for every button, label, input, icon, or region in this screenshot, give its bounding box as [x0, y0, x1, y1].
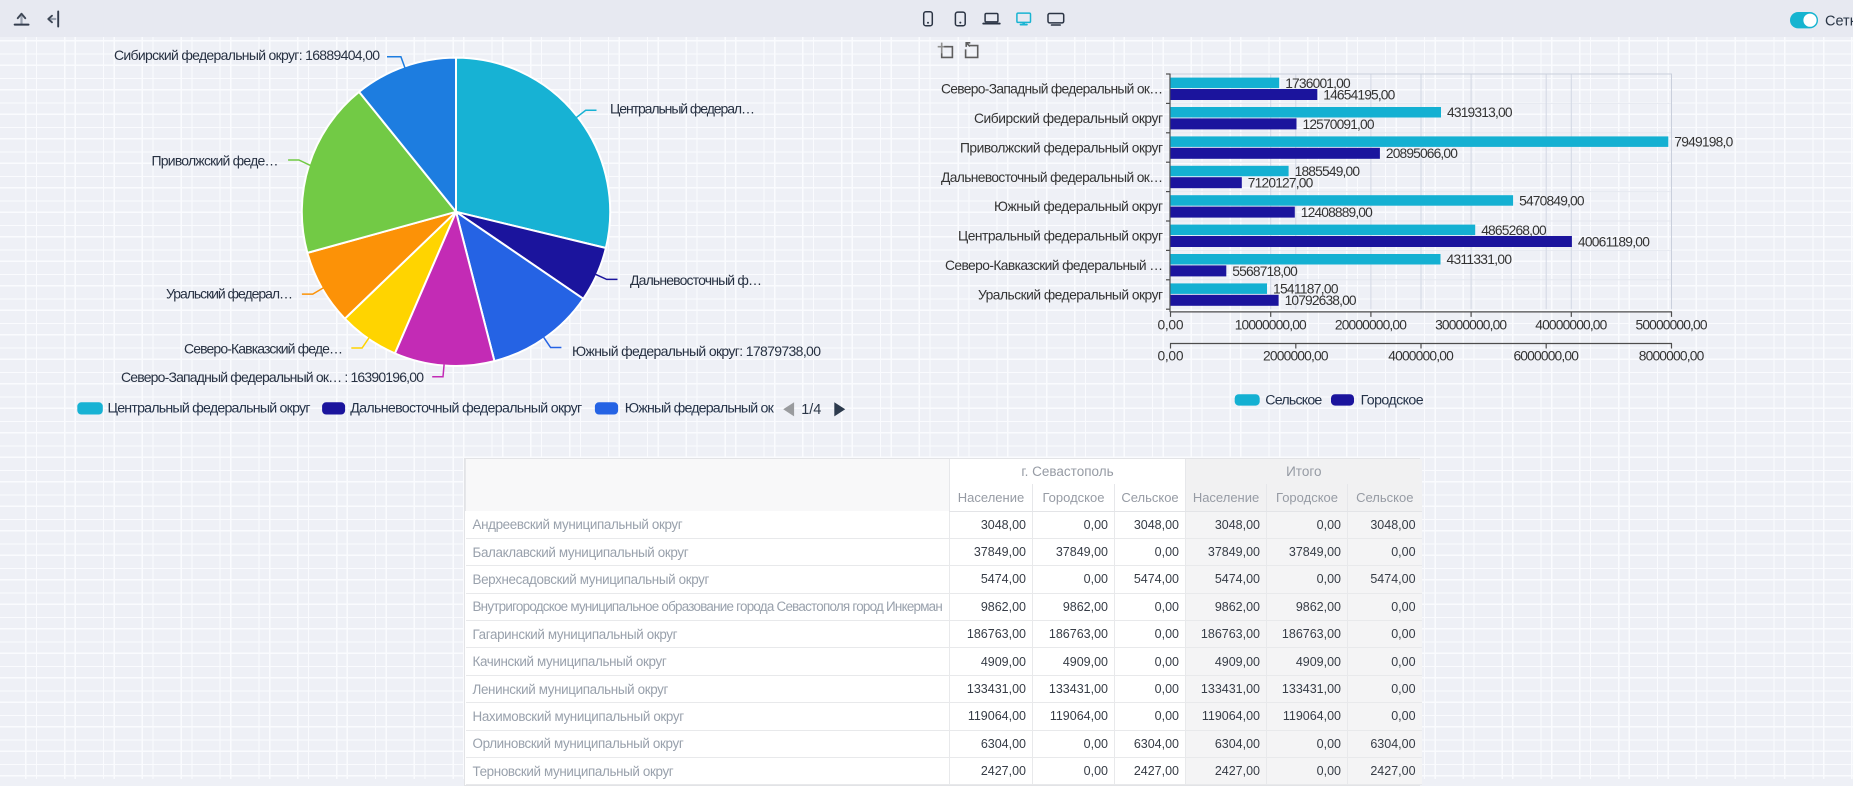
svg-text:Дальневосточный ф…: Дальневосточный ф… — [630, 272, 762, 288]
svg-text:Уральский федеральный округ: Уральский федеральный округ — [978, 287, 1163, 302]
svg-text:Центральный федерал…: Центральный федерал… — [610, 101, 755, 117]
svg-text:2000000,00: 2000000,00 — [1263, 349, 1329, 364]
svg-text:6000000,00: 6000000,00 — [1513, 349, 1579, 364]
svg-text:Приволжский федеральный округ: Приволжский федеральный округ — [960, 140, 1163, 155]
svg-text:Сибирский федеральный округ: Сибирский федеральный округ — [974, 111, 1163, 126]
svg-text:14654195,00: 14654195,00 — [1323, 87, 1395, 102]
svg-text:4311331,00: 4311331,00 — [1447, 252, 1513, 267]
svg-text:8000000,00: 8000000,00 — [1639, 349, 1705, 364]
svg-text:10000000,00: 10000000,00 — [1235, 318, 1307, 333]
svg-text:40061189,00: 40061189,00 — [1578, 234, 1650, 249]
svg-text:Центральный федеральный округ: Центральный федеральный округ — [108, 401, 311, 417]
svg-text:Уральский федерал…: Уральский федерал… — [166, 286, 293, 302]
svg-text:4865268,00: 4865268,00 — [1481, 223, 1547, 238]
svg-text:Северо-Кавказский феде…: Северо-Кавказский феде… — [184, 341, 343, 357]
svg-text:Сибирский федеральный округ: 1: Сибирский федеральный округ: 16889404,00 — [114, 47, 380, 63]
svg-text:Дальневосточный федеральный ок: Дальневосточный федеральный ок… — [941, 170, 1163, 185]
svg-text:20000000,00: 20000000,00 — [1335, 318, 1407, 333]
svg-text:Приволжский феде…: Приволжский феде… — [152, 152, 279, 168]
svg-text:Сетка: Сетка — [1825, 13, 1853, 29]
svg-text:5470849,00: 5470849,00 — [1519, 193, 1585, 208]
svg-text:1/4: 1/4 — [801, 402, 821, 418]
svg-text:1736001,00: 1736001,00 — [1285, 76, 1351, 91]
svg-text:12408889,00: 12408889,00 — [1301, 205, 1373, 220]
svg-text:Южный федеральный округ: 17879: Южный федеральный округ: 17879738,00 — [572, 343, 821, 359]
svg-text:Северо-Западный федеральный ок: Северо-Западный федеральный ок… : 163901… — [121, 369, 424, 385]
svg-text:Городское: Городское — [1361, 393, 1424, 409]
svg-text:Дальневосточный федеральный ок: Дальневосточный федеральный округ — [350, 401, 582, 417]
svg-text:10792638,00: 10792638,00 — [1285, 293, 1357, 308]
svg-text:0,00: 0,00 — [1158, 349, 1184, 364]
svg-text:30000000,00: 30000000,00 — [1435, 318, 1507, 333]
svg-text:1541187,00: 1541187,00 — [1273, 282, 1339, 297]
svg-text:4000000,00: 4000000,00 — [1388, 349, 1454, 364]
svg-text:Сельское: Сельское — [1265, 393, 1322, 409]
svg-text:4319313,00: 4319313,00 — [1447, 105, 1513, 120]
svg-text:Центральный федеральный округ: Центральный федеральный округ — [958, 229, 1163, 244]
svg-text:Северо-Кавказский федеральный: Северо-Кавказский федеральный … — [945, 258, 1163, 273]
svg-text:Южный федеральный ок: Южный федеральный ок — [625, 401, 775, 417]
svg-text:Северо-Западный федеральный ок: Северо-Западный федеральный ок… — [941, 82, 1163, 97]
svg-text:Южный федеральный округ: Южный федеральный округ — [994, 199, 1163, 214]
svg-text:1885549,00: 1885549,00 — [1295, 164, 1361, 179]
svg-text:7120127,00: 7120127,00 — [1248, 176, 1314, 191]
svg-text:5568718,00: 5568718,00 — [1232, 264, 1298, 279]
svg-text:7949198,0: 7949198,0 — [1674, 135, 1733, 150]
svg-text:20895066,00: 20895066,00 — [1386, 146, 1458, 161]
svg-text:0,00: 0,00 — [1158, 318, 1184, 333]
svg-text:12570091,00: 12570091,00 — [1303, 117, 1375, 132]
svg-text:40000000,00: 40000000,00 — [1535, 318, 1607, 333]
svg-text:50000000,00: 50000000,00 — [1636, 318, 1708, 333]
